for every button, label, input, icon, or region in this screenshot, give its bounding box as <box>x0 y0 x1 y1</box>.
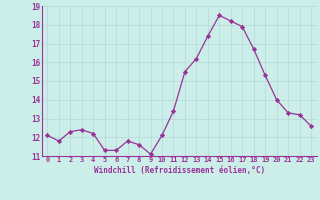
X-axis label: Windchill (Refroidissement éolien,°C): Windchill (Refroidissement éolien,°C) <box>94 166 265 175</box>
